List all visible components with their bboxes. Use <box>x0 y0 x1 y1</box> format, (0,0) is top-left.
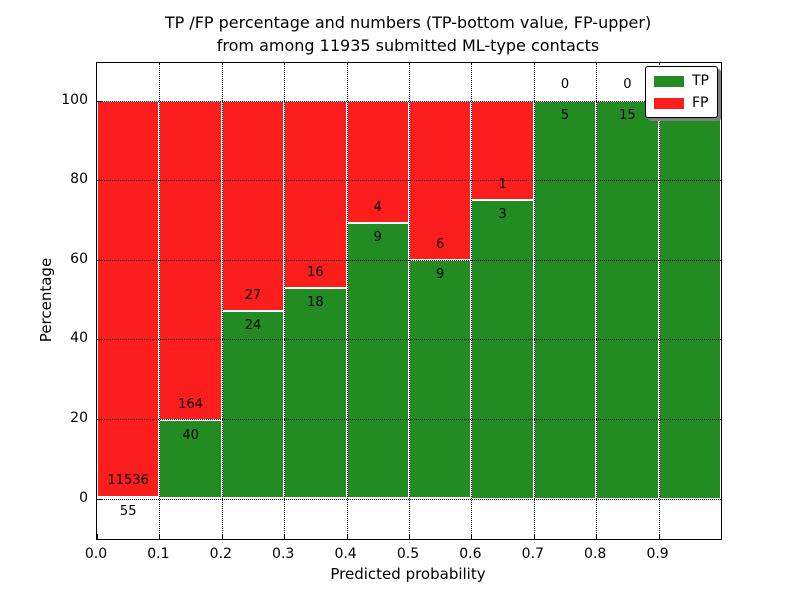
gridline-vertical <box>221 63 223 539</box>
gridline-vertical <box>284 63 286 539</box>
fp-count-label: 1 <box>498 176 507 192</box>
fp-count-label: 4 <box>373 199 382 215</box>
fp-count-label: 0 <box>623 77 632 93</box>
x-tick-label: 0.5 <box>396 546 420 562</box>
legend-label: TP <box>692 73 709 89</box>
x-tick-label: 0.7 <box>521 546 544 562</box>
y-axis-tick <box>97 180 102 182</box>
y-tick-label: 20 <box>70 409 88 426</box>
x-tick-label: 0.8 <box>584 546 607 562</box>
bar-segment-tp <box>533 100 597 499</box>
y-tick-label: 80 <box>70 171 88 188</box>
tp-count-label: 9 <box>373 230 382 246</box>
x-tick-label: 0.9 <box>646 546 669 562</box>
y-axis-tick <box>97 100 102 102</box>
x-axis-tick <box>97 534 98 539</box>
chart-title: TP /FP percentage and numbers (TP-bottom… <box>96 11 720 57</box>
bar-segment-fp <box>97 100 160 497</box>
x-axis-tick <box>533 534 535 539</box>
chart-title-line2: from among 11935 submitted ML-type conta… <box>216 36 600 55</box>
bar-segment-fp <box>284 100 347 288</box>
chart-title-line1: TP /FP percentage and numbers (TP-bottom… <box>164 13 652 32</box>
y-tick-label: 0 <box>79 489 88 506</box>
bar-segment-tp <box>409 259 472 499</box>
tp-count-label: 5 <box>560 107 570 123</box>
bar-segment-tp <box>658 100 721 499</box>
bar-segment-tp <box>221 311 285 499</box>
tp-count-label: 18 <box>307 294 324 310</box>
fp-count-label: 6 <box>436 236 445 252</box>
x-tick-label: 0.1 <box>147 546 170 562</box>
tp-count-label: 3 <box>498 207 507 223</box>
bar-segment-tp <box>471 200 534 499</box>
bar-segment-tp <box>284 287 347 499</box>
x-tick-label: 0.0 <box>84 546 108 562</box>
gridline-vertical <box>346 63 348 539</box>
x-axis-tick <box>471 534 473 539</box>
legend-entry: FP <box>654 96 709 110</box>
fp-count-label: 11536 <box>107 473 149 489</box>
x-axis-label: Predicted probability <box>330 565 486 583</box>
y-axis-tick <box>97 418 102 420</box>
bar-segment-tp <box>596 100 659 499</box>
x-axis-tick <box>658 534 660 539</box>
plot-area: 115365516440272416184969130501503 <box>96 62 722 540</box>
gridline-vertical <box>159 63 161 539</box>
gridline-vertical <box>409 63 410 539</box>
bar-segment-tp <box>346 222 409 499</box>
legend: TP FP <box>645 66 718 118</box>
gridline-vertical <box>533 63 535 539</box>
x-axis-tick <box>409 534 410 539</box>
x-axis-tick <box>221 534 223 539</box>
gridline-vertical <box>658 63 660 539</box>
x-tick-label: 0.4 <box>334 546 357 562</box>
legend-swatch-tp <box>654 75 684 87</box>
x-axis-tick <box>284 534 286 539</box>
y-tick-label: 60 <box>70 250 88 267</box>
tp-count-label: 24 <box>244 318 262 334</box>
gridline-vertical <box>471 63 473 539</box>
bar-segment-fp <box>471 100 534 200</box>
bar-segment-fp <box>221 100 285 312</box>
y-axis-label: Percentage <box>37 257 55 343</box>
y-tick-label: 100 <box>61 91 88 108</box>
fp-count-label: 164 <box>178 397 203 413</box>
tp-count-label: 55 <box>119 503 137 519</box>
fp-count-label: 16 <box>307 264 324 280</box>
y-axis-tick <box>97 259 102 261</box>
tp-count-label: 15 <box>619 107 636 123</box>
bar-segment-tp <box>97 496 160 499</box>
x-tick-label: 0.6 <box>459 546 482 562</box>
x-axis-tick <box>346 534 348 539</box>
bar-segment-fp <box>346 100 409 223</box>
legend-entry: TP <box>654 74 709 88</box>
y-tick-label: 40 <box>70 330 88 347</box>
fp-count-label: 27 <box>244 288 262 304</box>
bar-segment-tp <box>159 420 222 499</box>
x-axis-tick <box>596 534 598 539</box>
gridline-vertical <box>596 63 598 539</box>
legend-swatch-fp <box>654 97 684 109</box>
y-axis-tick <box>97 339 102 341</box>
y-axis-tick <box>97 498 102 500</box>
fp-count-label: 0 <box>560 77 570 93</box>
x-tick-label: 0.2 <box>209 546 232 562</box>
tp-count-label: 9 <box>436 266 445 282</box>
legend-label: FP <box>692 95 709 111</box>
x-axis-tick <box>159 534 161 539</box>
tp-count-label: 40 <box>182 427 199 443</box>
x-tick-label: 0.3 <box>272 546 295 562</box>
